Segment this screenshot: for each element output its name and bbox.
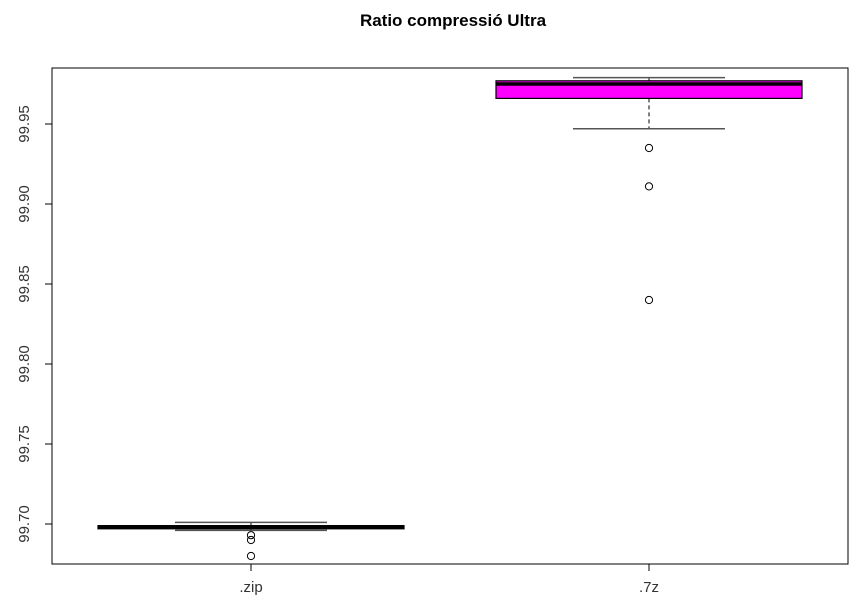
chart-title: Ratio compressió Ultra [360, 11, 547, 30]
outlier-point [246, 551, 256, 561]
outlier-point [246, 531, 256, 540]
y-tick-label: 99.90 [16, 185, 33, 223]
box-zip [97, 521, 405, 561]
outlier-point [644, 143, 654, 153]
y-axis: 99.70 99.75 99.80 99.85 99.90 99.95 [16, 105, 52, 543]
x-tick-label: .zip [239, 579, 262, 596]
outlier-point [644, 182, 654, 191]
y-tick-label: 99.95 [16, 105, 33, 143]
boxes-layer [97, 76, 803, 561]
x-tick-label: .7z [639, 579, 659, 596]
outlier-point [246, 535, 256, 545]
y-tick-label: 99.85 [16, 265, 33, 303]
box-7z [495, 76, 803, 305]
x-axis: .zip .7z [239, 564, 659, 596]
y-tick-label: 99.75 [16, 425, 33, 463]
y-tick-label: 99.70 [16, 505, 33, 543]
plot-frame [51, 67, 849, 565]
y-tick-label: 99.80 [16, 345, 33, 383]
outlier-point [644, 295, 654, 305]
